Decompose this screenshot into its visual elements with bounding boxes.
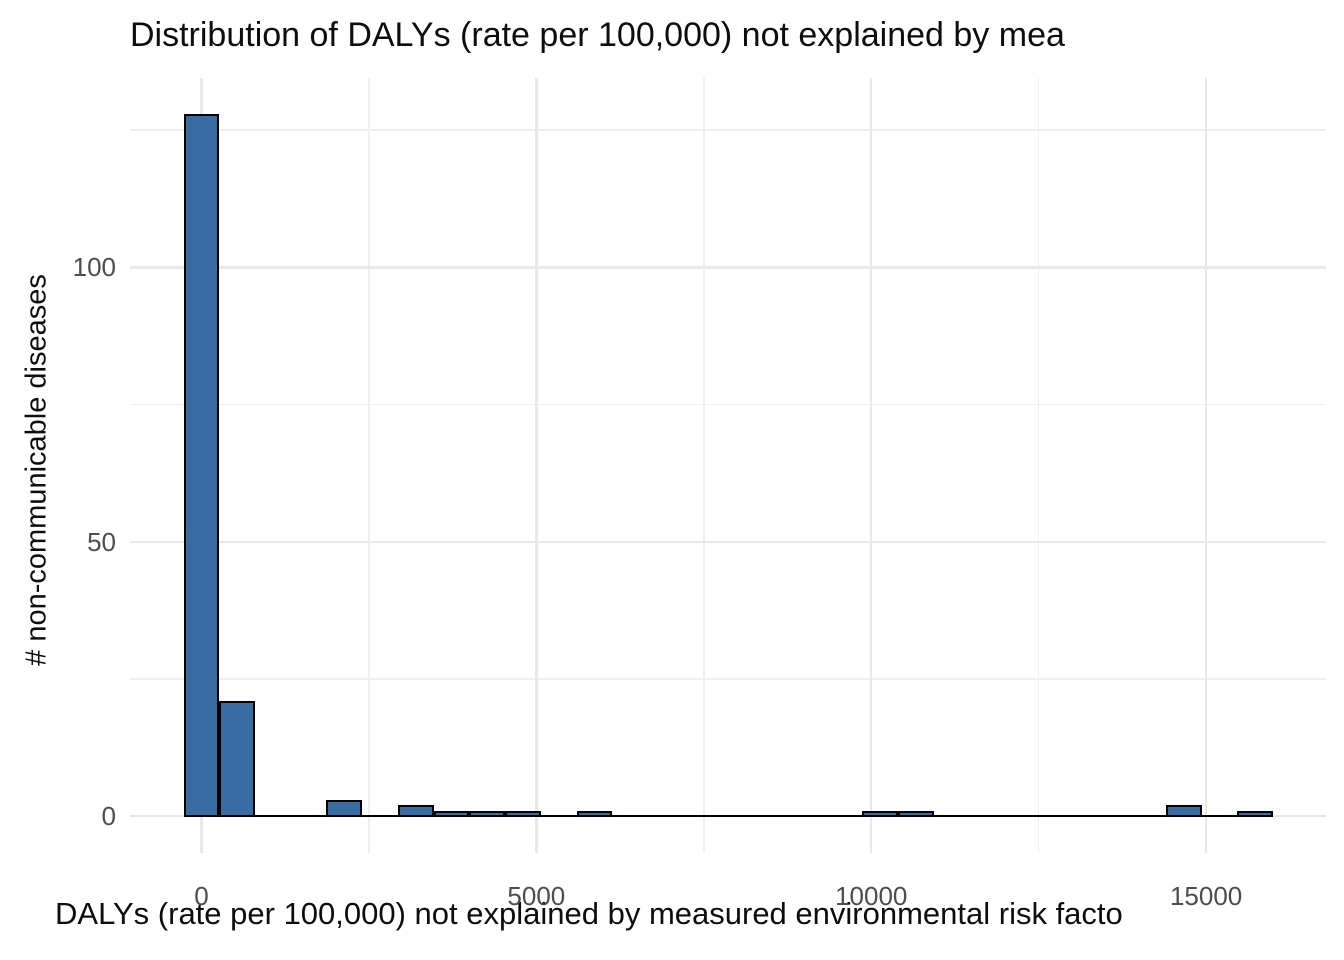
histogram-bar xyxy=(433,810,470,817)
chart-title: Distribution of DALYs (rate per 100,000)… xyxy=(130,16,1065,54)
gridline-y-major xyxy=(130,540,1326,544)
x-axis-label: DALYs (rate per 100,000) not explained b… xyxy=(55,896,1123,931)
histogram-bar xyxy=(183,113,220,817)
histogram-bar xyxy=(469,810,506,817)
gridline-x-minor xyxy=(368,78,370,853)
gridline-x-minor xyxy=(1037,78,1040,853)
y-tick-label: 0 xyxy=(101,801,116,832)
histogram-bar xyxy=(1165,805,1202,817)
histogram-bar xyxy=(898,810,934,817)
histogram-bar xyxy=(219,700,255,817)
x-tick-label: 15000 xyxy=(1169,881,1243,911)
gridline-x-minor xyxy=(703,78,705,853)
gridline-y-major xyxy=(130,266,1326,269)
histogram-bar xyxy=(862,810,898,817)
gridline-y-minor xyxy=(130,403,1326,406)
y-tick-label: 50 xyxy=(87,526,116,557)
x-tick-label: 0 xyxy=(194,881,209,911)
histogram-bar xyxy=(505,810,541,817)
histogram-bar xyxy=(1237,810,1274,817)
y-tick-label: 100 xyxy=(72,252,116,283)
gridline-x-major xyxy=(1204,78,1208,853)
gridline-x-major xyxy=(535,78,538,853)
gridline-y-minor xyxy=(130,129,1326,131)
histogram-baseline xyxy=(183,814,1274,818)
histogram-bar xyxy=(576,810,613,817)
gridline-x-major xyxy=(869,78,873,853)
x-tick-label: 5000 xyxy=(507,881,566,911)
gridline-y-minor xyxy=(130,678,1326,680)
histogram-bar xyxy=(397,805,434,817)
x-tick-label: 10000 xyxy=(835,881,908,911)
histogram-bar xyxy=(326,799,363,817)
y-axis-label: # non-communicable diseases xyxy=(20,274,53,666)
